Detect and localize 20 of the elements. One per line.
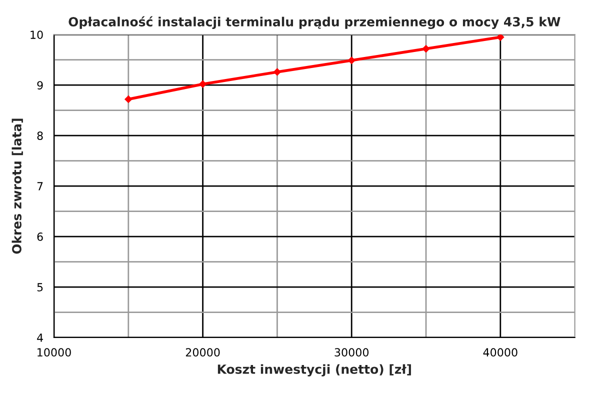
y-axis-title: Okres zwrotu [lata] [12,118,23,254]
x-tick-label: 40000 [483,348,518,357]
y-tick-label: 6 [37,232,43,241]
x-tick-label: 30000 [334,348,369,357]
point [199,80,206,88]
point [496,34,504,41]
chart-title: Opłacalność instalacji terminalu prądu przemiennego o mocy 43,5 kW [68,16,560,29]
y-tick-label: 10 [30,30,43,40]
point [124,96,132,103]
x-tick-label: 20000 [186,348,220,357]
point [348,56,356,64]
y-tick-label: 4 [37,334,43,342]
point [422,45,430,52]
y-tick-label: 9 [37,81,43,90]
y-tick-label: 7 [37,182,43,190]
x-axis-title: Koszt inwestycji (netto) [zł] [218,364,411,376]
point [274,68,281,76]
x-tick-label: 10000 [38,348,71,357]
y-tick-label: 5 [37,283,43,292]
y-tick-label: 8 [37,132,43,140]
